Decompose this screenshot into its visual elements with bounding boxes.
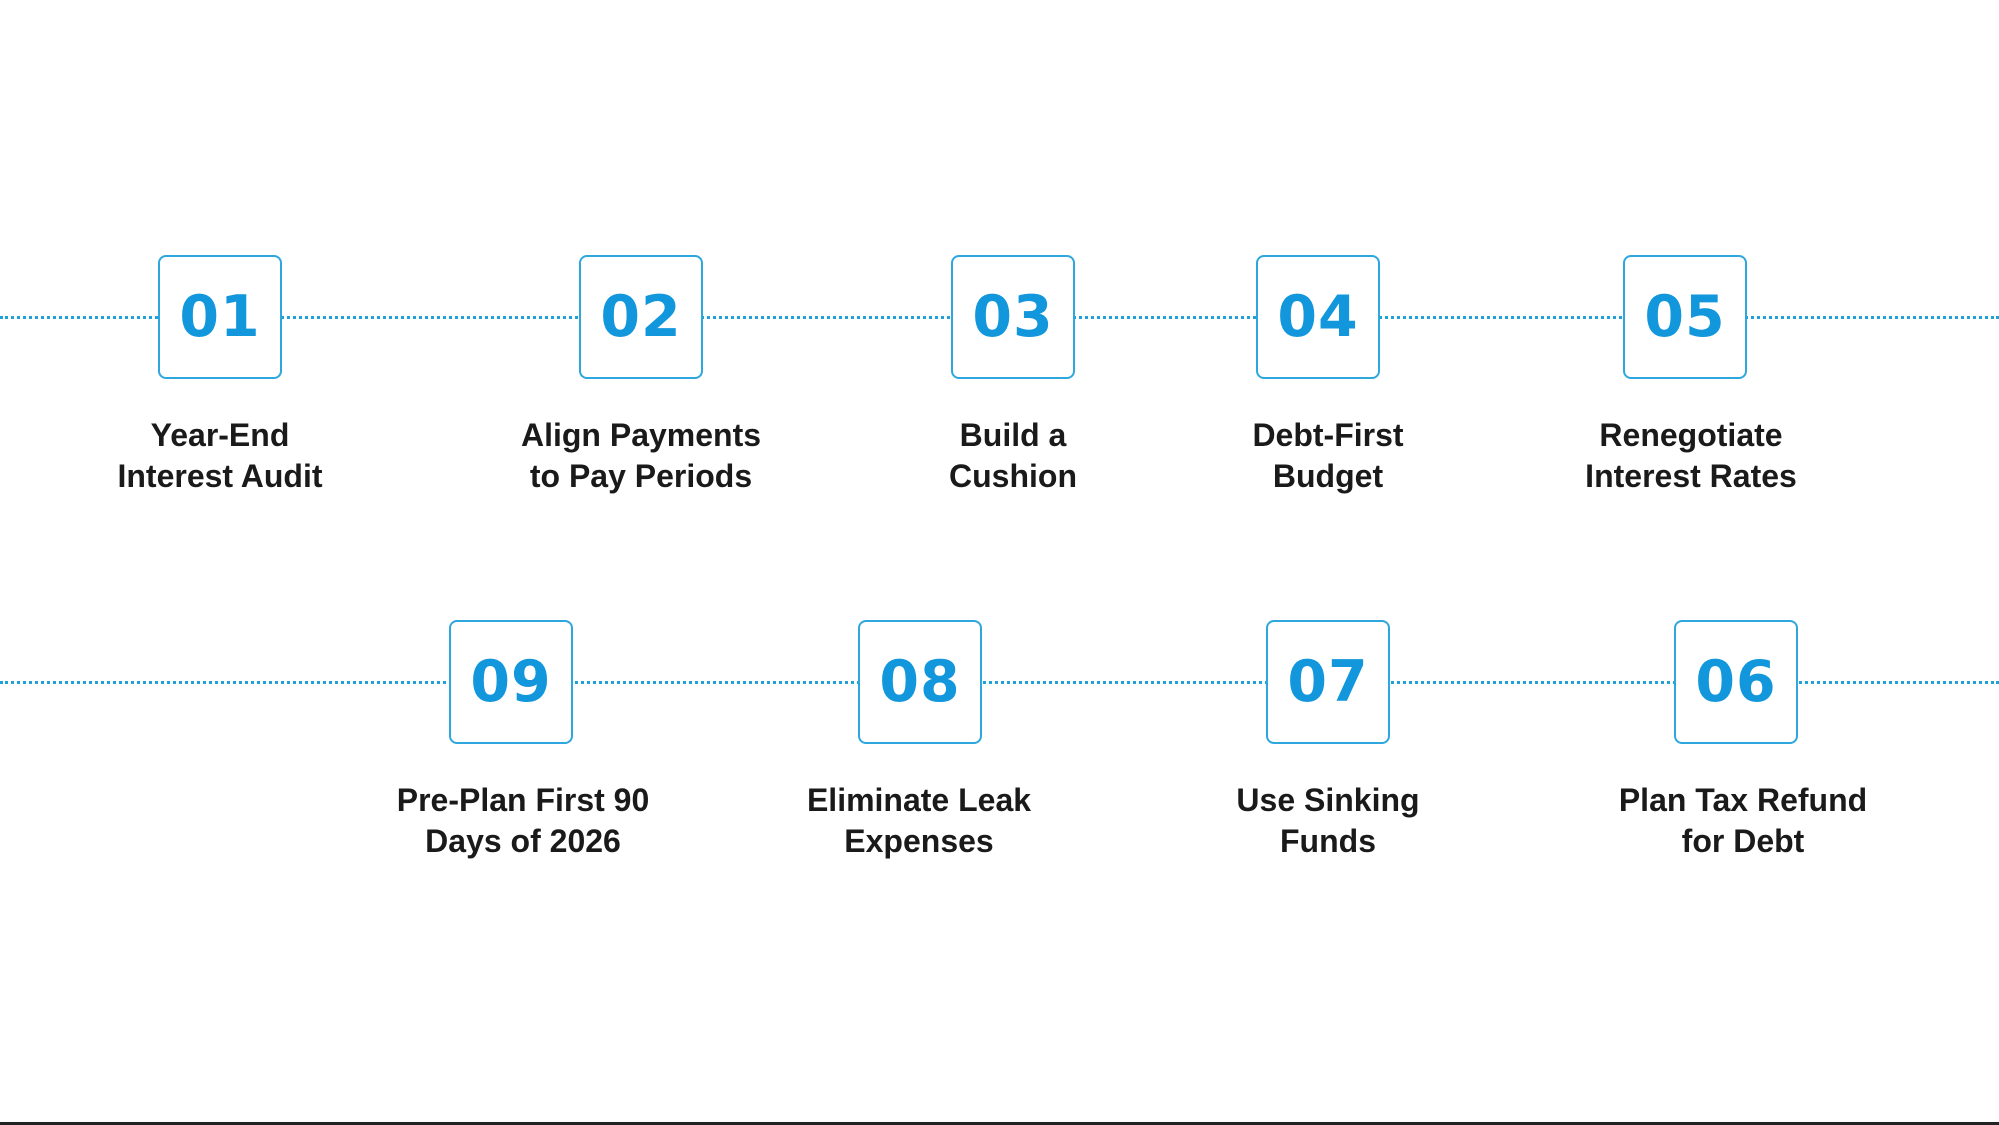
step-number-box: 03 [951,255,1075,379]
step-label: Year-End Interest Audit [117,417,323,494]
step-number-box: 05 [1623,255,1747,379]
step-number-box: 02 [579,255,703,379]
step-label: Plan Tax Refund for Debt [1618,782,1868,859]
step-label: Renegotiate Interest Rates [1585,417,1797,494]
step-number-box: 07 [1266,620,1390,744]
step-label: Debt-First Budget [1252,417,1404,494]
step-label: Eliminate Leak Expenses [806,782,1032,859]
bottom-row-connector-line [0,681,1999,684]
step-label: Pre-Plan First 90 Days of 2026 [396,782,650,859]
step-label: Build a Cushion [949,417,1077,494]
step-number-box: 04 [1256,255,1380,379]
step-number-box: 09 [449,620,573,744]
step-number-box: 06 [1674,620,1798,744]
step-label: Use Sinking Funds [1236,782,1420,859]
step-label: Align Payments to Pay Periods [520,417,762,494]
step-number-box: 01 [158,255,282,379]
bottom-divider [0,1122,1999,1125]
step-number-box: 08 [858,620,982,744]
